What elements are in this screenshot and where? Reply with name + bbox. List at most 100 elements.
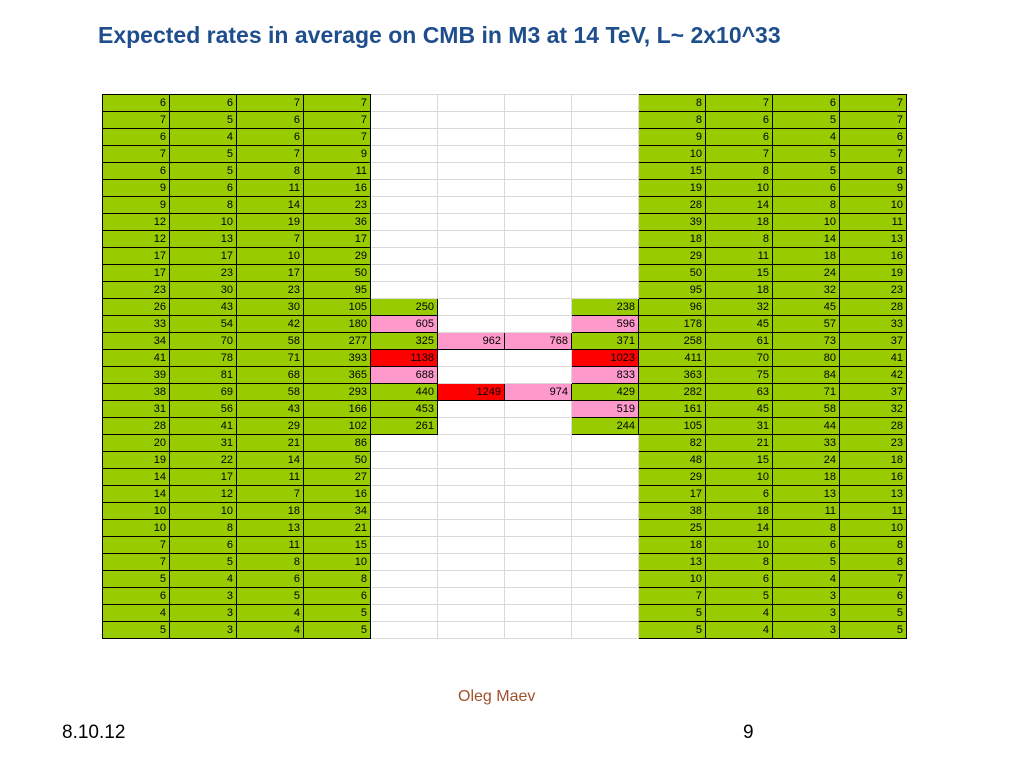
rate-cell: 10	[169, 502, 237, 520]
rate-cell	[571, 434, 639, 452]
rate-cell: 14	[102, 468, 170, 486]
rate-cell	[370, 145, 438, 163]
rate-cell	[370, 485, 438, 503]
rate-cell: 4	[102, 604, 170, 622]
rate-cell	[504, 264, 572, 282]
rate-cell: 5	[169, 145, 237, 163]
rate-cell: 18	[772, 468, 840, 486]
rate-cell: 16	[303, 485, 371, 503]
rate-cell: 393	[303, 349, 371, 367]
rate-cell	[571, 247, 639, 265]
rate-cell	[370, 536, 438, 554]
rate-cell: 86	[303, 434, 371, 452]
rate-cell: 10	[839, 196, 907, 214]
rate-cell: 10	[638, 570, 706, 588]
rate-cell	[437, 196, 505, 214]
rate-cell: 58	[236, 332, 304, 350]
rate-cell	[370, 128, 438, 146]
rate-cell: 13	[638, 553, 706, 571]
rate-cell	[504, 213, 572, 231]
rate-cell: 13	[772, 485, 840, 503]
rate-cell: 39	[102, 366, 170, 384]
rate-cell	[504, 536, 572, 554]
rate-cell: 68	[236, 366, 304, 384]
rate-cell: 71	[772, 383, 840, 401]
rate-cell	[437, 162, 505, 180]
table-row: 33 54 42 180 605 596 178 45 57 33	[102, 315, 907, 333]
rate-cell	[370, 94, 438, 112]
rate-cell: 23	[303, 196, 371, 214]
rate-cell: 7	[236, 145, 304, 163]
rate-cell: 30	[236, 298, 304, 316]
rate-cell	[504, 417, 572, 435]
rate-cell	[504, 298, 572, 316]
rate-cell: 56	[169, 400, 237, 418]
rate-cell	[437, 366, 505, 384]
rate-cell: 7	[236, 230, 304, 248]
rate-cell: 178	[638, 315, 706, 333]
rate-cell	[571, 264, 639, 282]
rate-cell: 688	[370, 366, 438, 384]
table-row: 28 41 29 102 261 244 105 31 44 28	[102, 417, 907, 435]
rate-cell	[504, 587, 572, 605]
rate-cell	[571, 468, 639, 486]
rate-cell: 6	[772, 179, 840, 197]
rate-cell: 36	[303, 213, 371, 231]
rate-cell: 1138	[370, 349, 438, 367]
rate-cell: 50	[303, 451, 371, 469]
rate-cell: 6	[839, 128, 907, 146]
rate-cell: 15	[705, 264, 773, 282]
rate-cell	[370, 570, 438, 588]
rate-cell: 8	[705, 553, 773, 571]
rate-cell	[370, 247, 438, 265]
rate-cell: 10	[839, 519, 907, 537]
table-row: 14 17 11 27 29 10 18 16	[102, 468, 907, 486]
rate-cell: 8	[638, 94, 706, 112]
rate-cell: 5	[638, 621, 706, 639]
rate-cell: 8	[772, 519, 840, 537]
rate-cell	[504, 502, 572, 520]
rate-cell: 50	[303, 264, 371, 282]
table-row: 19 22 14 50 48 15 24 18	[102, 451, 907, 469]
rate-cell: 6	[705, 570, 773, 588]
rate-cell: 27	[303, 468, 371, 486]
rate-cell: 7	[839, 94, 907, 112]
rate-cell	[504, 485, 572, 503]
rate-cell: 9	[102, 196, 170, 214]
rate-cell: 7	[303, 94, 371, 112]
rate-cell: 11	[236, 179, 304, 197]
rate-cell: 16	[839, 468, 907, 486]
rate-cell	[571, 519, 639, 537]
rate-cell: 12	[102, 213, 170, 231]
rate-cell: 14	[236, 196, 304, 214]
rate-cell	[437, 502, 505, 520]
rate-cell	[437, 621, 505, 639]
rate-cell: 21	[705, 434, 773, 452]
rate-cell: 1249	[437, 383, 505, 401]
rate-cell: 6	[169, 536, 237, 554]
rate-cell: 9	[303, 145, 371, 163]
rate-cell	[504, 94, 572, 112]
rate-cell: 41	[102, 349, 170, 367]
rate-cell	[571, 587, 639, 605]
rate-cell: 371	[571, 332, 639, 350]
rate-cell: 9	[638, 128, 706, 146]
rate-cell: 6	[705, 111, 773, 129]
rate-cell: 50	[638, 264, 706, 282]
rate-cell: 4	[169, 128, 237, 146]
rate-cell: 440	[370, 383, 438, 401]
rates-table-body: 6 6 7 7 8 7 6 7 7 5 6 7 8 6 5 7 6 4 6 7 9 6 4 6 7 5 7 9 10 7 5 7 6 5 8 11 15…	[102, 94, 907, 639]
rate-cell: 962	[437, 332, 505, 350]
rate-cell: 8	[169, 519, 237, 537]
date-label: 8.10.12	[62, 722, 126, 743]
rate-cell: 29	[638, 247, 706, 265]
rate-cell	[571, 179, 639, 197]
rate-cell: 6	[772, 94, 840, 112]
rate-cell: 25	[638, 519, 706, 537]
rate-cell: 39	[638, 213, 706, 231]
rate-cell: 58	[772, 400, 840, 418]
rate-cell: 277	[303, 332, 371, 350]
rate-cell: 95	[303, 281, 371, 299]
rate-cell: 23	[102, 281, 170, 299]
